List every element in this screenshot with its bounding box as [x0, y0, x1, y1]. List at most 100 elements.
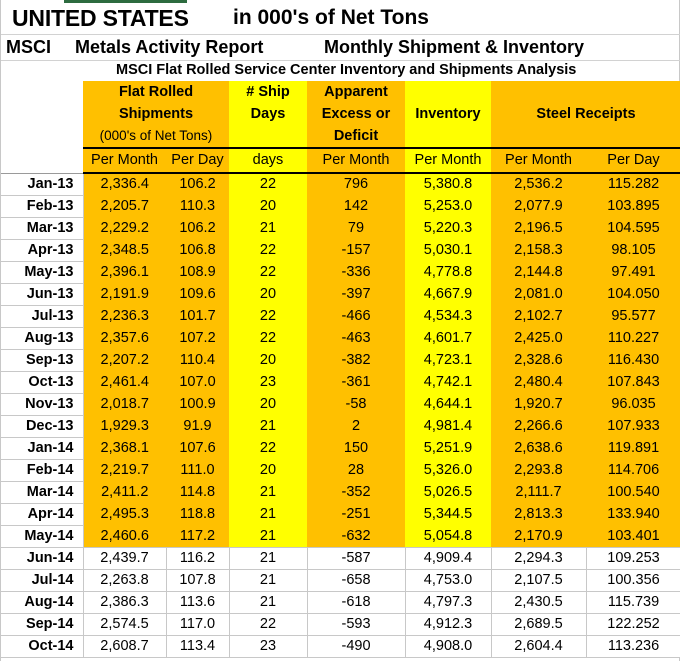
- cell-inventory: 4,723.1: [405, 349, 491, 371]
- gh3-shipments-units: (000's of Net Tons): [83, 125, 229, 149]
- cell-apparent-excess: -251: [307, 503, 405, 525]
- cell-apparent-excess: -618: [306, 590, 406, 614]
- cell-ship-per-day: 107.8: [165, 568, 230, 592]
- cell-inventory: 4,601.7: [405, 327, 491, 349]
- table-row: Apr-14 2,495.3 118.8 21 -251 5,344.5 2,813.3 13…: [1, 502, 680, 526]
- table-row: Dec-13 1,929.3 91.9 21 2 4,981.4 2,266.6 107.93…: [1, 414, 680, 438]
- cell-receipts-per-day: 95.577: [586, 305, 680, 327]
- table-row: Jun-13 2,191.9 109.6 20 -397 4,667.9 2,081.0 10…: [1, 282, 680, 306]
- cell-inventory: 5,251.9: [405, 437, 491, 459]
- cell-inventory: 5,326.0: [405, 459, 491, 481]
- cell-receipts-per-day: 133.940: [586, 503, 680, 525]
- cell-apparent-excess: -336: [307, 261, 405, 283]
- title-bar-primary: UNITED STATES in 000's of Net Tons: [1, 3, 680, 35]
- cell-apparent-excess: 796: [307, 173, 405, 195]
- row-label-month: Jun-14: [1, 546, 84, 570]
- cell-ship-per-day: 113.4: [165, 634, 230, 658]
- cell-apparent-excess: -658: [306, 568, 406, 592]
- table-row: Jan-13 2,336.4 106.2 22 796 5,380.8 2,536.2 115…: [1, 172, 680, 196]
- cell-ship-per-month: 2,236.3: [83, 305, 166, 327]
- title-bar-secondary: MSCI Metals Activity Report Monthly Ship…: [1, 35, 680, 61]
- cell-ship-per-month: 2,439.7: [82, 546, 167, 570]
- cell-receipts-per-month: 2,604.4: [490, 634, 587, 658]
- gh1-blank: [1, 81, 83, 103]
- gh3-inventory: [405, 125, 491, 149]
- cell-receipts-per-day: 103.401: [586, 525, 680, 547]
- cell-ship-per-day: 101.7: [166, 305, 229, 327]
- cell-ship-per-month: 2,411.2: [83, 481, 166, 503]
- table-row: May-14 2,460.6 117.2 21 -632 5,054.8 2,170.9 10…: [1, 524, 680, 548]
- table-row: Feb-14 2,219.7 111.0 20 28 5,326.0 2,293.8 114.…: [1, 458, 680, 482]
- cell-receipts-per-month: 2,293.8: [491, 459, 586, 481]
- page-title: UNITED STATES: [12, 5, 189, 31]
- gh2-excess: Excess or: [307, 103, 405, 125]
- cell-ship-per-month: 2,336.4: [83, 173, 166, 195]
- cell-inventory: 5,344.5: [405, 503, 491, 525]
- cell-inventory: 4,981.4: [405, 415, 491, 437]
- cell-ship-days: 20: [229, 349, 307, 371]
- cell-ship-per-day: 109.6: [166, 283, 229, 305]
- row-label-month: Jan-13: [1, 172, 84, 196]
- cell-receipts-per-month: 2,480.4: [491, 371, 586, 393]
- cell-receipts-per-day: 104.595: [586, 217, 680, 239]
- cell-receipts-per-month: 2,425.0: [491, 327, 586, 349]
- gh1-shipments: Flat Rolled: [83, 81, 229, 103]
- cell-ship-per-day: 114.8: [166, 481, 229, 503]
- cell-receipts-per-month: 2,536.2: [491, 173, 586, 195]
- table-row: Jul-13 2,236.3 101.7 22 -466 4,534.3 2,102.7 95…: [1, 304, 680, 328]
- cell-receipts-per-month: 2,081.0: [491, 283, 586, 305]
- cell-receipts-per-month: 2,638.6: [491, 437, 586, 459]
- cell-ship-per-month: 2,205.7: [83, 195, 166, 217]
- cell-inventory: 4,534.3: [405, 305, 491, 327]
- sub-header-row: Per Month Per Day days Per Month Per Mon…: [1, 148, 680, 174]
- cell-ship-per-day: 113.6: [165, 590, 230, 614]
- cell-receipts-per-month: 2,266.6: [491, 415, 586, 437]
- cell-apparent-excess: 28: [307, 459, 405, 481]
- table-row: Apr-13 2,348.5 106.8 22 -157 5,030.1 2,158.3 98…: [1, 238, 680, 262]
- cell-apparent-excess: -382: [307, 349, 405, 371]
- row-label-month: Aug-13: [1, 326, 84, 350]
- cell-ship-days: 22: [229, 327, 307, 349]
- table-row: Oct-14 2,608.7 113.4 23 -490 4,908.0 2,604.4 11…: [1, 634, 680, 658]
- report-subtitle: MSCI Flat Rolled Service Center Inventor…: [116, 62, 577, 78]
- cell-ship-per-day: 117.0: [165, 612, 230, 636]
- cell-receipts-per-day: 97.491: [586, 261, 680, 283]
- cell-ship-per-month: 2,386.3: [82, 590, 167, 614]
- table-row: Aug-13 2,357.6 107.2 22 -463 4,601.7 2,425.0 11…: [1, 326, 680, 350]
- gh3-receipts: [491, 125, 680, 149]
- sh-ship-per-month: Per Month: [83, 148, 166, 174]
- cell-ship-days: 20: [229, 195, 307, 217]
- cell-ship-days: 21: [229, 525, 307, 547]
- cell-receipts-per-day: 107.843: [586, 371, 680, 393]
- sh-ship-per-day: Per Day: [166, 148, 229, 174]
- cell-inventory: 4,909.4: [404, 546, 492, 570]
- shipment-inventory-table: Flat Rolled # Ship Apparent Shipments Da…: [1, 81, 680, 658]
- cell-receipts-per-month: 2,813.3: [491, 503, 586, 525]
- cell-ship-days: 21: [228, 546, 308, 570]
- report-name: Metals Activity Report: [75, 37, 264, 57]
- cell-receipts-per-month: 1,920.7: [491, 393, 586, 415]
- cell-receipts-per-month: 2,294.3: [490, 546, 587, 570]
- cell-apparent-excess: 2: [307, 415, 405, 437]
- table-row: Mar-13 2,229.2 106.2 21 79 5,220.3 2,196.5 104.…: [1, 216, 680, 240]
- row-label-month: Dec-13: [1, 414, 84, 438]
- row-label-month: Mar-14: [1, 480, 84, 504]
- cell-ship-per-month: 2,368.1: [83, 437, 166, 459]
- cell-ship-days: 22: [229, 173, 307, 195]
- table-row: Feb-13 2,205.7 110.3 20 142 5,253.0 2,077.9 103…: [1, 194, 680, 218]
- cell-apparent-excess: -361: [307, 371, 405, 393]
- cell-ship-per-month: 2,191.9: [83, 283, 166, 305]
- cell-inventory: 4,912.3: [404, 612, 492, 636]
- cell-ship-per-day: 116.2: [165, 546, 230, 570]
- cell-apparent-excess: -587: [306, 546, 406, 570]
- row-label-month: Mar-13: [1, 216, 84, 240]
- cell-ship-days: 22: [229, 261, 307, 283]
- cell-ship-per-day: 106.2: [166, 173, 229, 195]
- cell-ship-per-month: 2,018.7: [83, 393, 166, 415]
- cell-receipts-per-day: 114.706: [586, 459, 680, 481]
- row-label-month: Aug-14: [1, 590, 84, 614]
- cell-receipts-per-month: 2,144.8: [491, 261, 586, 283]
- gh2-ship-days: Days: [229, 103, 307, 125]
- cell-receipts-per-day: 116.430: [586, 349, 680, 371]
- gh1-ship-days: # Ship: [229, 81, 307, 103]
